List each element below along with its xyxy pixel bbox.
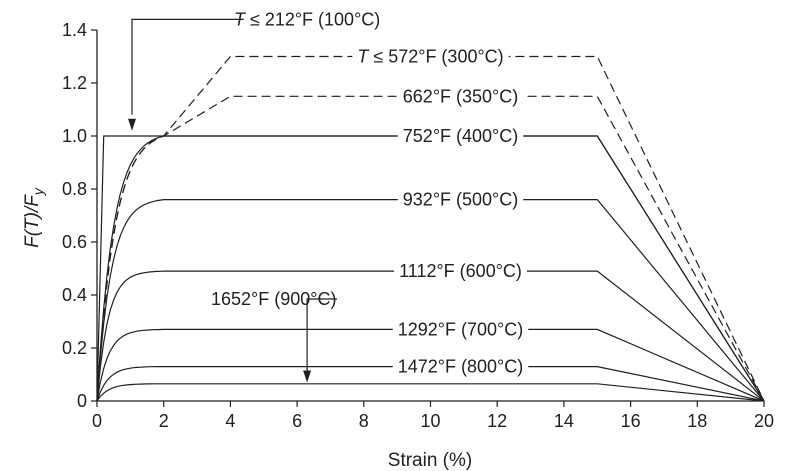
series-label: T ≤ 212°F (100°C): [234, 9, 380, 29]
y-axis-label-subscript: y: [30, 187, 46, 196]
y-tick-label: 0.6: [62, 232, 87, 252]
y-axis-label: F(T)/Fy: [22, 187, 46, 248]
series-line: [96, 383, 765, 402]
series-label: 1472°F (800°C): [398, 357, 523, 377]
series-line: [96, 366, 765, 402]
label-gap: [394, 261, 527, 282]
y-axis-label-main: F(T)/F: [22, 194, 43, 248]
series-label: 1652°F (900°C): [211, 289, 336, 309]
label-gap: [397, 126, 524, 146]
annotation-arrow-212f: [131, 18, 244, 115]
y-tick-label: 1.2: [62, 73, 87, 93]
y-tick-label: 0.4: [62, 285, 87, 305]
series-label: 662°F (350°C): [403, 86, 518, 106]
annotation-arrow-212f-head: [128, 118, 137, 131]
series-label: 932°F (500°C): [403, 190, 518, 210]
x-tick-label: 8: [359, 411, 369, 431]
x-tick-label: 2: [159, 411, 169, 431]
x-tick-label: 20: [754, 411, 774, 431]
label-gap: [392, 319, 529, 340]
series-label: 1292°F (700°C): [398, 319, 523, 339]
x-tick-label: 0: [92, 411, 102, 431]
x-tick-label: 14: [554, 411, 574, 431]
annotation-arrow-1652f-head: [303, 370, 312, 383]
label-gap: [397, 86, 524, 107]
curves: [96, 55, 765, 402]
y-tick-label: 0: [77, 391, 87, 411]
series-label: 1112°F (600°C): [399, 261, 522, 281]
series-line: [96, 328, 765, 402]
series-label: T ≤ 572°F (300°C): [357, 47, 503, 67]
axes: 0 2 4 6 8 10 12 14 16 18 20 0 0.2 0.4 0.6 0.8 1.0 1.2 1.4: [62, 20, 774, 431]
series-label: 752°F (400°C): [403, 126, 518, 146]
x-tick-label: 18: [687, 411, 707, 431]
x-axis-label: Strain (%): [388, 450, 472, 471]
label-gap: [352, 46, 509, 67]
x-tick-label: 10: [420, 411, 440, 431]
x-tick-label: 16: [621, 411, 641, 431]
y-tick-label: 1.0: [62, 126, 87, 146]
y-tick-label: 0.8: [62, 179, 87, 199]
annotation-arrow-1652f: [306, 298, 338, 375]
series-line: [96, 270, 765, 402]
series-line: [96, 199, 765, 402]
x-tick-label: 12: [487, 411, 507, 431]
label-gap: [397, 189, 524, 210]
y-tick-label: 0.2: [62, 338, 87, 358]
series-line: [96, 135, 765, 402]
x-tick-label: 4: [225, 411, 235, 431]
y-tick-label: 1.4: [62, 20, 87, 40]
x-tick-label: 6: [292, 411, 302, 431]
label-gap: [392, 356, 529, 377]
curve-labels: T ≤ 212°F (100°C) T ≤ 572°F (300°C) 662°F …: [128, 9, 529, 383]
series-line: [96, 55, 765, 402]
